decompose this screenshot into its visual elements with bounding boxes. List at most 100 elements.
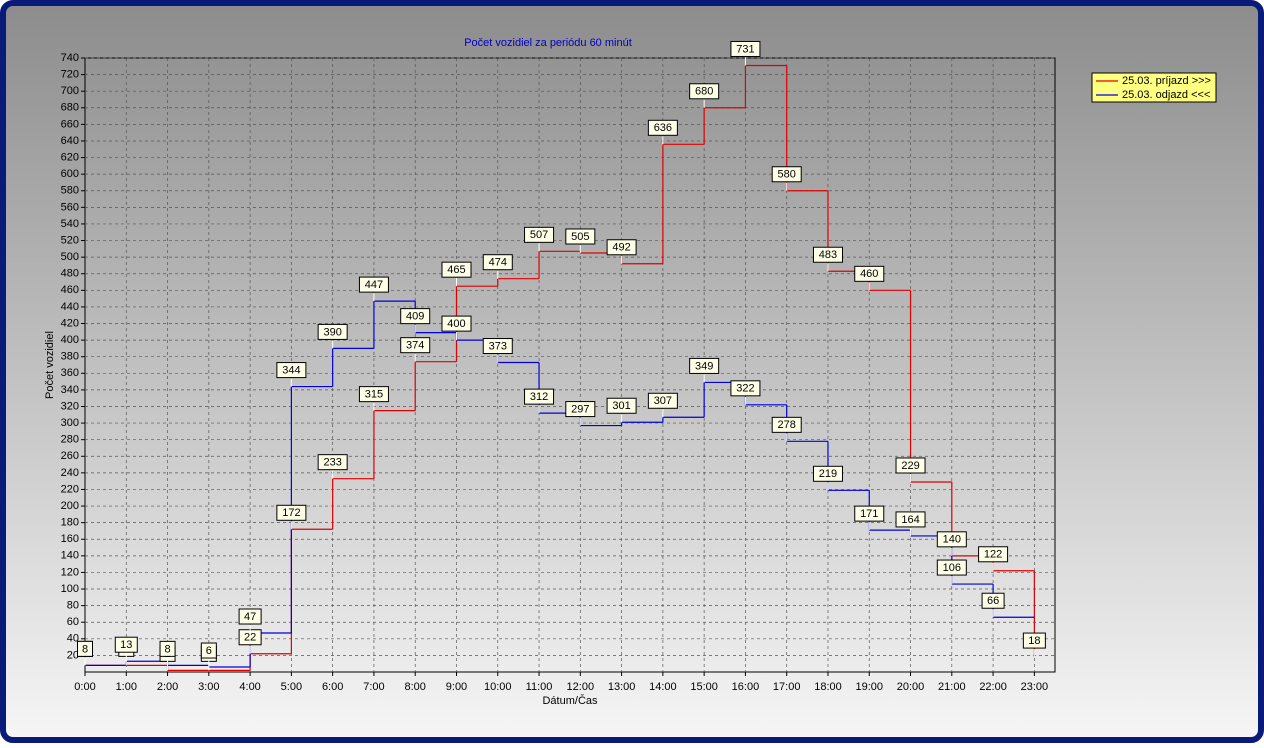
y-tick-label: 80	[67, 600, 79, 612]
value-label-box	[317, 454, 348, 471]
y-tick-label: 600	[61, 168, 79, 180]
y-tick-label: 620	[61, 151, 79, 163]
x-tick-label: 21:00	[938, 681, 966, 693]
x-tick-label: 18:00	[814, 681, 842, 693]
value-label: 344	[282, 364, 300, 376]
value-label-box	[978, 546, 1009, 563]
value-label: 312	[530, 391, 548, 403]
x-tick-label: 1:00	[116, 681, 137, 693]
value-label-box	[981, 592, 1005, 609]
value-label-box	[936, 531, 967, 548]
x-tick-label: 20:00	[897, 681, 925, 693]
value-label: 140	[943, 534, 961, 546]
value-label: 505	[571, 231, 589, 243]
value-label-box	[524, 226, 555, 243]
x-tick-label: 22:00	[979, 681, 1007, 693]
y-axis-label: Počet vozidiel	[44, 331, 56, 399]
value-label: 507	[530, 229, 548, 241]
value-label-box	[159, 640, 176, 657]
y-tick-label: 580	[61, 185, 79, 197]
chart-title: Počet vozidiel za periódu 60 minút	[464, 37, 632, 49]
value-label: 229	[901, 460, 919, 472]
y-tick-label: 740	[61, 52, 79, 64]
x-tick-label: 12:00	[567, 681, 595, 693]
y-tick-label: 540	[61, 218, 79, 230]
value-label: 374	[406, 340, 424, 352]
y-tick-label: 560	[61, 201, 79, 213]
value-label-box	[77, 640, 93, 657]
value-label: 483	[819, 249, 837, 261]
value-label: 171	[860, 508, 878, 520]
y-tick-label: 700	[61, 85, 79, 97]
x-tick-label: 15:00	[690, 681, 718, 693]
value-label-box	[400, 308, 431, 325]
value-label: 6	[206, 645, 212, 657]
y-tick-label: 420	[61, 317, 79, 329]
x-tick-label: 7:00	[363, 681, 384, 693]
value-label-box	[606, 239, 637, 256]
x-tick-label: 13:00	[608, 681, 636, 693]
value-label-box	[565, 228, 596, 245]
value-label-box	[771, 166, 802, 183]
value-label: 13	[120, 639, 132, 651]
value-label-box	[647, 119, 678, 136]
value-label-box	[358, 276, 389, 293]
value-label: 315	[365, 389, 383, 401]
value-label: 22	[244, 632, 256, 644]
x-tick-label: 17:00	[773, 681, 801, 693]
value-label-box	[647, 392, 678, 409]
value-label-box	[317, 323, 348, 340]
value-label-box	[114, 636, 138, 653]
value-label: 164	[901, 514, 919, 526]
value-label: 106	[943, 562, 961, 574]
value-label-box	[895, 511, 926, 528]
value-label-box	[812, 246, 843, 263]
x-tick-label: 9:00	[446, 681, 467, 693]
value-label: 465	[447, 264, 465, 276]
value-label: 18	[1028, 635, 1040, 647]
y-tick-label: 100	[61, 583, 79, 595]
value-label-box	[771, 416, 802, 433]
value-label-box	[238, 608, 262, 625]
x-tick-label: 19:00	[855, 681, 883, 693]
y-tick-label: 460	[61, 284, 79, 296]
y-tick-label: 360	[61, 367, 79, 379]
x-tick-label: 5:00	[281, 681, 302, 693]
y-tick-label: 380	[61, 351, 79, 363]
value-label: 373	[489, 340, 507, 352]
legend-label: 25.03. odjazd <<<	[1122, 89, 1210, 101]
value-label-box	[482, 338, 513, 355]
value-label: 301	[612, 400, 630, 412]
x-tick-label: 8:00	[405, 681, 426, 693]
value-label-box	[200, 642, 217, 659]
value-label: 219	[819, 468, 837, 480]
y-tick-label: 120	[61, 566, 79, 578]
value-label-box	[730, 380, 761, 397]
y-tick-label: 680	[61, 102, 79, 114]
y-tick-label: 240	[61, 467, 79, 479]
x-axis-label: Dátum/Čas	[542, 694, 598, 707]
x-tick-label: 23:00	[1021, 681, 1049, 693]
value-label-box	[730, 40, 761, 57]
value-label: 122	[984, 549, 1002, 561]
y-tick-label: 640	[61, 135, 79, 147]
x-tick-label: 11:00	[526, 681, 553, 693]
value-label-box	[1022, 632, 1046, 649]
value-label-box	[936, 559, 967, 576]
x-tick-label: 6:00	[322, 681, 343, 693]
y-tick-label: 20	[67, 649, 79, 661]
y-tick-label: 260	[61, 450, 79, 462]
y-tick-label: 400	[61, 334, 79, 346]
x-tick-label: 2:00	[157, 681, 178, 693]
value-label-box	[689, 357, 720, 374]
value-label-box	[441, 261, 472, 278]
x-tick-label: 0:00	[74, 681, 95, 693]
value-label-box	[606, 397, 637, 414]
y-tick-label: 500	[61, 251, 79, 263]
value-label-box	[565, 401, 596, 418]
value-label-box	[276, 504, 307, 521]
value-label: 8	[164, 643, 170, 655]
y-tick-label: 160	[61, 533, 79, 545]
